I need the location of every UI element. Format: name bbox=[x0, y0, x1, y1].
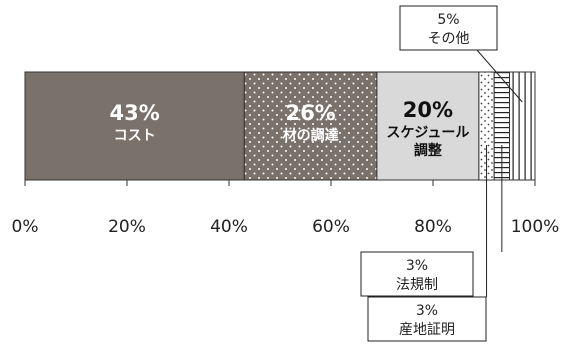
bar-frame bbox=[24, 71, 536, 181]
bar-segment bbox=[24, 71, 245, 181]
bar-segment bbox=[243, 71, 378, 181]
segment-percent-label: 43% bbox=[110, 101, 160, 125]
callout-name: 法規制 bbox=[396, 277, 438, 293]
x-tick-label: 100% bbox=[511, 217, 560, 237]
x-tick-label: 0% bbox=[12, 217, 39, 237]
callout-box bbox=[399, 5, 498, 51]
callout-name: その他 bbox=[428, 31, 470, 47]
segment-name-label: スケジュール bbox=[386, 125, 469, 141]
bar-segment bbox=[376, 71, 480, 181]
callout-percent: 5% bbox=[437, 12, 459, 28]
segment-name-label: コスト bbox=[114, 128, 156, 144]
x-tick-label: 20% bbox=[108, 217, 146, 237]
callout-percent: 3% bbox=[416, 303, 438, 319]
x-tick-label: 40% bbox=[210, 217, 248, 237]
x-axis: 0% 20% 40% 60% 80% 100% bbox=[12, 179, 560, 237]
segment-name-label: 調整 bbox=[414, 142, 443, 159]
segment-percent-label: 20% bbox=[403, 98, 453, 122]
segment-percent-label: 26% bbox=[285, 101, 335, 125]
bar-segment bbox=[509, 71, 536, 181]
callout-name: 産地証明 bbox=[399, 322, 455, 338]
x-tick-label: 60% bbox=[312, 217, 350, 237]
callout-percent: 3% bbox=[406, 258, 428, 274]
x-tick-label: 80% bbox=[414, 217, 452, 237]
callout-box bbox=[360, 251, 474, 297]
callout-leader-line bbox=[476, 49, 523, 103]
callout-box bbox=[367, 296, 487, 342]
segment-name-label: 材の調達 bbox=[283, 127, 339, 144]
callout-labels: 3% 法規制 3% 産地証明 5% その他 bbox=[360, 5, 523, 342]
